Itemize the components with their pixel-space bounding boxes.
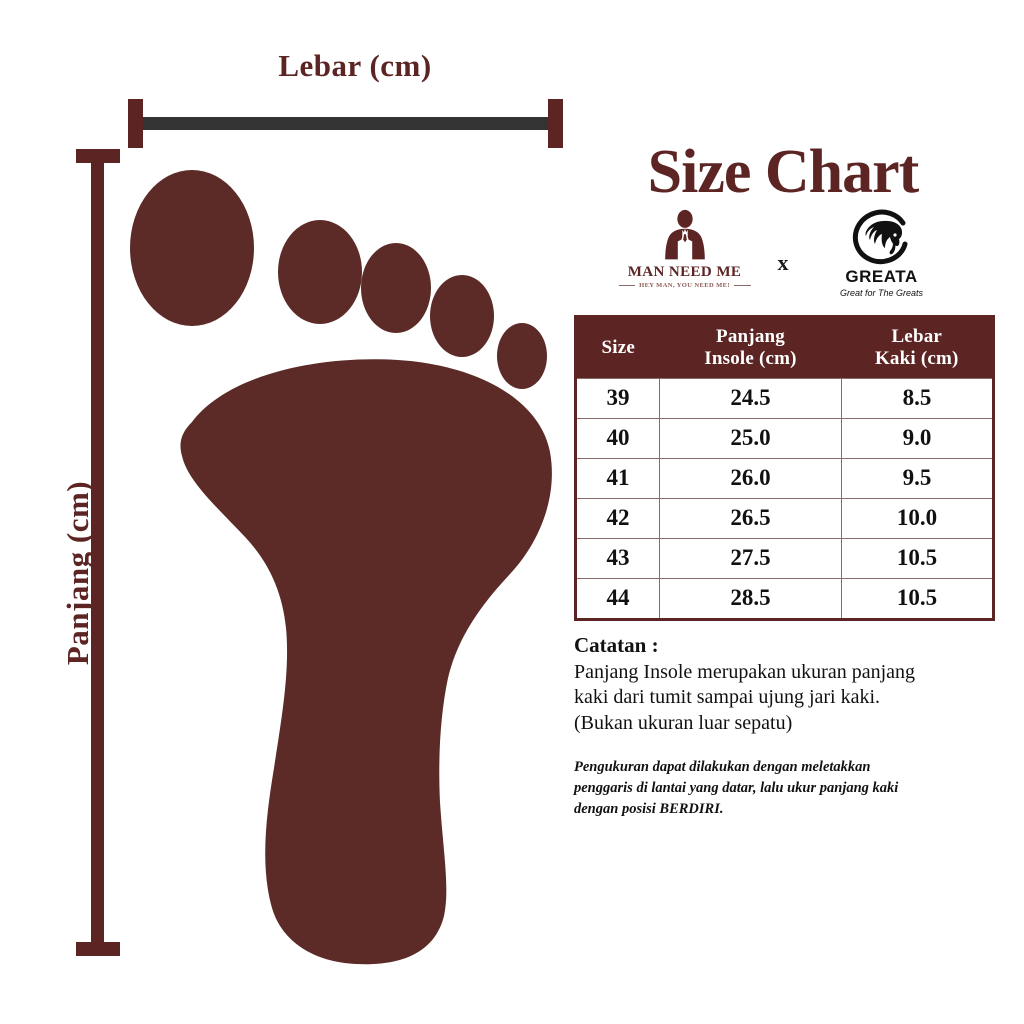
brand-man-need-me: MAN NEED ME HEY MAN, YOU NEED ME! (610, 209, 760, 289)
size-chart-panel: Size Chart MAN NEED ME HEY MAN, YOU NEED… (574, 138, 995, 820)
footprint-icon (130, 170, 552, 965)
notes-line-3: (Bukan ukuran luar sepatu) (574, 711, 793, 734)
table-row: 40 25.0 9.0 (575, 417, 994, 459)
page-title: Size Chart (647, 138, 920, 206)
cell-lebar-kaki: 10.5 (841, 577, 994, 620)
notes-line-2: kaki dari tumit sampai ujung jari kaki. (574, 686, 881, 709)
column-header-panjang-insole: Panjang Insole (cm) (659, 316, 842, 379)
width-measure-cap-right (548, 99, 563, 148)
column-header-size: Size (575, 316, 660, 379)
cell-panjang-insole: 24.5 (659, 377, 842, 419)
measuring-instructions: Pengukuran dapat dilakukan dengan meleta… (574, 757, 992, 820)
cell-size: 41 (575, 457, 660, 499)
cell-size: 39 (575, 377, 660, 419)
brand-separator: x (777, 250, 789, 276)
cell-panjang-insole: 28.5 (659, 577, 842, 620)
width-axis-label: Lebar (cm) (278, 48, 432, 83)
table-row: 43 27.5 10.5 (575, 537, 994, 579)
cell-panjang-insole: 26.0 (659, 457, 842, 499)
length-axis-label: Panjang (cm) (60, 480, 95, 666)
instruction-line-1: Pengukuran dapat dilakukan dengan meleta… (574, 758, 871, 775)
width-measure-bar (140, 117, 560, 130)
table-row: 41 26.0 9.5 (575, 457, 994, 499)
brand-row: MAN NEED ME HEY MAN, YOU NEED ME! x GREA… (574, 209, 992, 309)
brand-right-name: GREATA (845, 267, 918, 287)
brand-left-tagline: HEY MAN, YOU NEED ME! (639, 282, 730, 290)
sole-shape (180, 359, 552, 965)
instruction-line-3: dengan posisi BERDIRI. (574, 800, 724, 817)
cell-size: 40 (575, 417, 660, 459)
cell-lebar-kaki: 10.5 (841, 537, 994, 579)
size-table-body: 39 24.5 8.5 40 25.0 9.0 41 26.0 9.5 42 2… (575, 377, 994, 620)
length-measure-cap-bottom (76, 942, 120, 956)
cell-panjang-insole: 26.5 (659, 497, 842, 539)
brand-right-tagline: Great for The Greats (839, 288, 924, 299)
cell-lebar-kaki: 8.5 (841, 377, 994, 419)
table-header-row: Size Panjang Insole (cm) Lebar Kaki (cm) (575, 316, 994, 379)
cell-lebar-kaki: 9.5 (841, 457, 994, 499)
size-table: Size Panjang Insole (cm) Lebar Kaki (cm)… (574, 315, 995, 621)
suited-man-icon (664, 209, 705, 260)
notes-line-1: Panjang Insole merupakan ukuran panjang (574, 660, 916, 683)
brand-left-tagline-wrap: HEY MAN, YOU NEED ME! (618, 282, 751, 290)
length-measure-bar (91, 152, 104, 951)
cell-size: 44 (575, 577, 660, 620)
table-row: 44 28.5 10.5 (575, 577, 994, 620)
toe-2-shape (278, 220, 362, 324)
tagline-rule-left (618, 285, 636, 287)
notes-section: Catatan : Panjang Insole merupakan ukura… (574, 633, 992, 820)
toe-5-shape (497, 323, 547, 389)
tagline-rule-right (733, 285, 751, 287)
size-table-head: Size Panjang Insole (cm) Lebar Kaki (cm) (575, 316, 994, 379)
cell-size: 42 (575, 497, 660, 539)
cell-panjang-insole: 25.0 (659, 417, 842, 459)
table-row: 42 26.5 10.0 (575, 497, 994, 539)
greata-circle-elephant-icon (852, 209, 907, 265)
cell-lebar-kaki: 9.0 (841, 417, 994, 459)
width-measure-cap-left (128, 99, 143, 148)
brand-greata: GREATA Great for The Greats (807, 209, 957, 298)
table-row: 39 24.5 8.5 (575, 377, 994, 419)
cell-size: 43 (575, 537, 660, 579)
toe-4-shape (430, 275, 494, 357)
instruction-line-2: penggaris di lantai yang datar, lalu uku… (574, 779, 899, 796)
cell-panjang-insole: 27.5 (659, 537, 842, 579)
toe-3-shape (361, 243, 431, 333)
cell-lebar-kaki: 10.0 (841, 497, 994, 539)
toe-1-shape (130, 170, 254, 326)
length-measure-cap-top (76, 149, 120, 163)
brand-left-name: MAN NEED ME (627, 264, 742, 281)
notes-title: Catatan : (574, 632, 659, 657)
column-header-lebar-kaki: Lebar Kaki (cm) (841, 316, 994, 379)
